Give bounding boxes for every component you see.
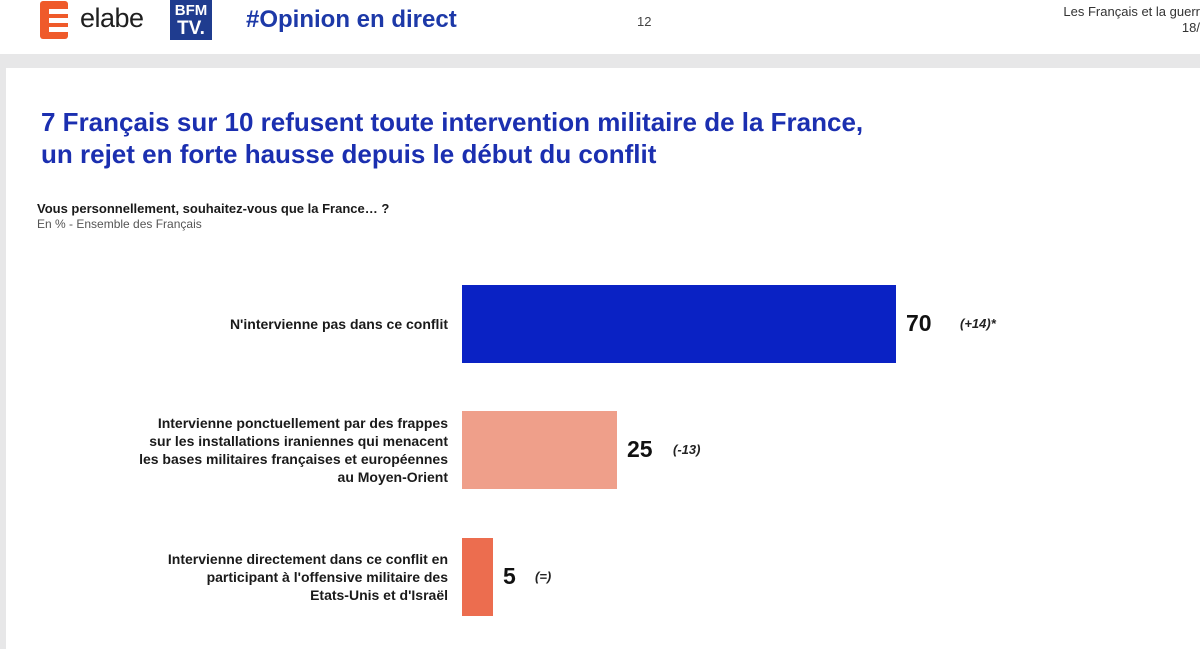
evolution-label: (=) <box>535 569 552 584</box>
category-label-line: participant à l'offensive militaire des <box>206 569 448 585</box>
survey-basis: En % - Ensemble des Français <box>37 217 202 231</box>
slide-title-line1: 7 Français sur 10 refusent toute interve… <box>41 107 864 137</box>
report-title-line1: Les Français et la guerr <box>1063 4 1200 19</box>
slide-title: 7 Français sur 10 refusent toute interve… <box>41 106 863 170</box>
category-label-line: N'intervienne pas dans ce conflit <box>229 316 448 332</box>
category-label: Intervienne directement dans ce conflit … <box>8 550 448 604</box>
slide: 7 Français sur 10 refusent toute interve… <box>6 68 1200 649</box>
bfmtv-logo-line1: BFM <box>174 2 208 19</box>
category-label-line: Intervienne directement dans ce conflit … <box>167 551 448 567</box>
program-hashtag: #Opinion en direct <box>246 6 457 33</box>
category-label-line: Intervienne ponctuellement par des frapp… <box>157 415 448 431</box>
report-header: elabe BFM TV. #Opinion en direct 12 Les … <box>0 0 1200 54</box>
elabe-logo-icon <box>40 1 68 39</box>
evolution-label: (+14)* <box>960 316 996 331</box>
value-label: 25 <box>627 436 653 462</box>
category-label: N'intervienne pas dans ce conflit <box>8 315 448 333</box>
bfmtv-logo: BFM TV. <box>170 0 212 40</box>
bfmtv-logo-line2: TV. <box>177 18 205 39</box>
report-title-line2: 18/ <box>1181 20 1200 35</box>
category-label-line: les bases militaires françaises et europ… <box>139 451 448 467</box>
evolution-label: (-13) <box>673 442 701 457</box>
value-label: 70 <box>906 310 932 336</box>
bar <box>462 538 493 616</box>
report-title: Les Français et la guerr 18/ <box>1063 4 1200 36</box>
category-label-line: Etats-Unis et d'Israël <box>310 587 448 603</box>
page-number: 12 <box>637 14 652 29</box>
category-label-line: au Moyen-Orient <box>337 469 448 485</box>
value-label: 5 <box>503 563 516 589</box>
slide-title-line2: un rejet en forte hausse depuis le début… <box>41 139 657 169</box>
bar <box>462 285 896 363</box>
survey-question: Vous personnellement, souhaitez-vous que… <box>37 201 390 216</box>
category-label: Intervienne ponctuellement par des frapp… <box>8 414 448 486</box>
category-label-line: sur les installations iraniennes qui men… <box>149 433 448 449</box>
bar <box>462 411 617 489</box>
brand-name: elabe <box>80 3 144 33</box>
